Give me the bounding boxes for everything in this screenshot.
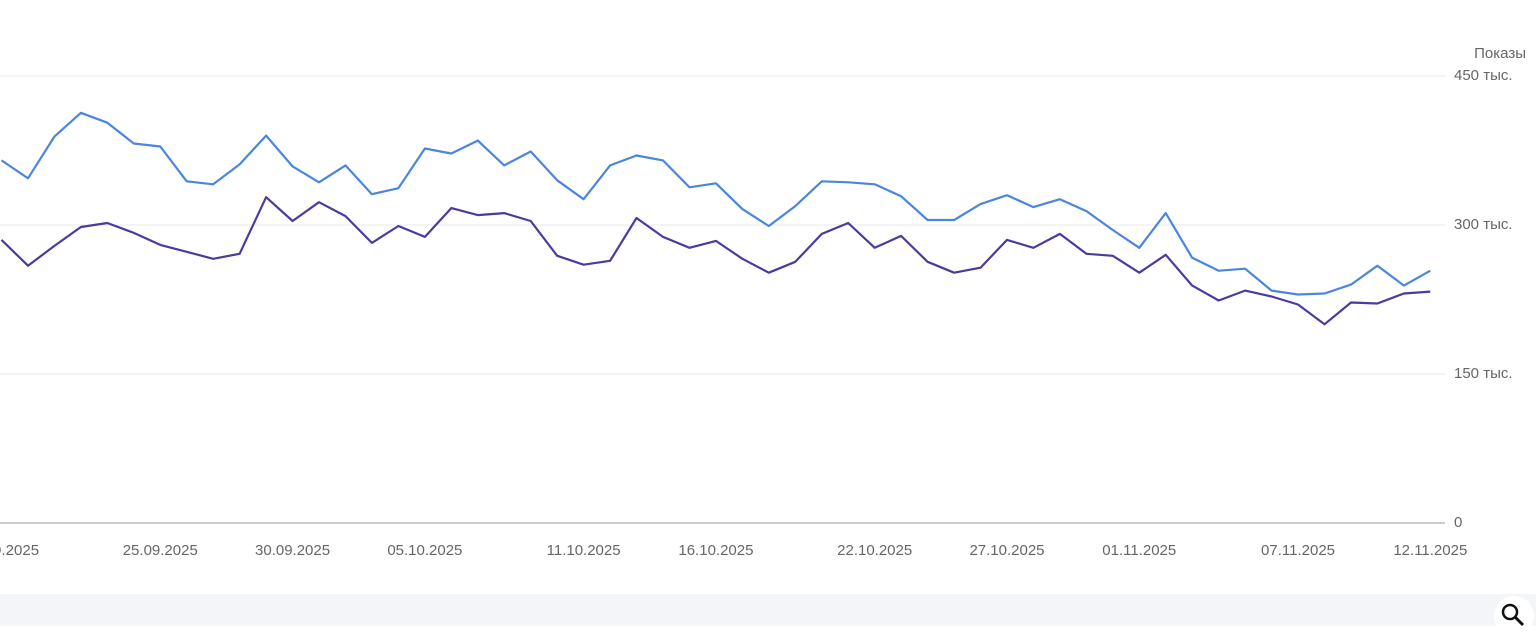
search-button[interactable]	[1494, 596, 1534, 636]
x-tick-label: 01.11.2025	[1102, 542, 1176, 559]
footer-band	[0, 594, 1536, 626]
y-tick-label: 0	[1454, 514, 1462, 531]
x-tick-label: 30.09.2025	[255, 542, 330, 559]
search-circle[interactable]	[1494, 596, 1534, 636]
x-tick-label: 22.10.2025	[837, 542, 912, 559]
x-tick-label: 05.10.2025	[387, 542, 462, 559]
x-tick-label: 11.10.2025	[547, 542, 621, 559]
x-tick-label: 27.10.2025	[969, 542, 1044, 559]
x-tick-label: 12.11.2025	[1393, 542, 1467, 559]
x-tick-label: 19.09.2025	[0, 542, 39, 559]
search-icon-handle[interactable]	[1513, 615, 1525, 627]
y-tick-label: 450 тыс.	[1454, 67, 1513, 84]
y-tick-label: 150 тыс.	[1454, 365, 1513, 382]
y-axis-title: Показы	[1474, 45, 1526, 62]
line-series	[0, 196, 1431, 326]
y-tick-label: 300 тыс.	[1454, 216, 1513, 233]
search-icon[interactable]	[1501, 603, 1519, 621]
x-tick-label: 16.10.2025	[678, 542, 753, 559]
x-tick-label: 25.09.2025	[123, 542, 198, 559]
line-series	[0, 111, 1431, 296]
x-tick-label: 07.11.2025	[1261, 542, 1335, 559]
